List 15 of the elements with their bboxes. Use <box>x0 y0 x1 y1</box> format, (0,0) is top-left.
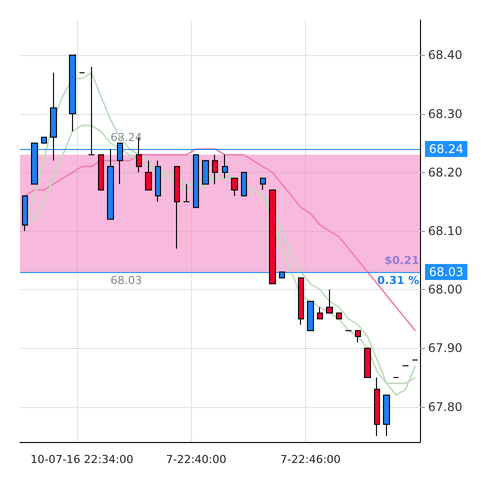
y-tick-label: 67.80 <box>428 400 462 414</box>
y-tick-label: 68.30 <box>428 106 462 121</box>
ref-line-label: 68.24 <box>429 142 464 156</box>
y-tick-label: 68.00 <box>428 282 462 297</box>
y-tick-label: 68.40 <box>428 48 462 62</box>
y-tick-label: 68.10 <box>428 224 462 238</box>
ref-line-label: 68.03 <box>429 265 464 280</box>
x-tick-label: 7-22:46:00 <box>280 453 341 466</box>
annotation: 68.03 <box>110 274 142 288</box>
annotation: 0.31 % <box>377 274 420 288</box>
y-tick-label: 68.20 <box>428 165 462 180</box>
annotation: $0.21 <box>384 254 420 268</box>
y-tick-label: 67.90 <box>428 341 462 356</box>
x-tick-label: 10-07-16 22:34:00 <box>30 453 134 466</box>
x-tick-label: 7-22:40:00 <box>166 453 226 466</box>
